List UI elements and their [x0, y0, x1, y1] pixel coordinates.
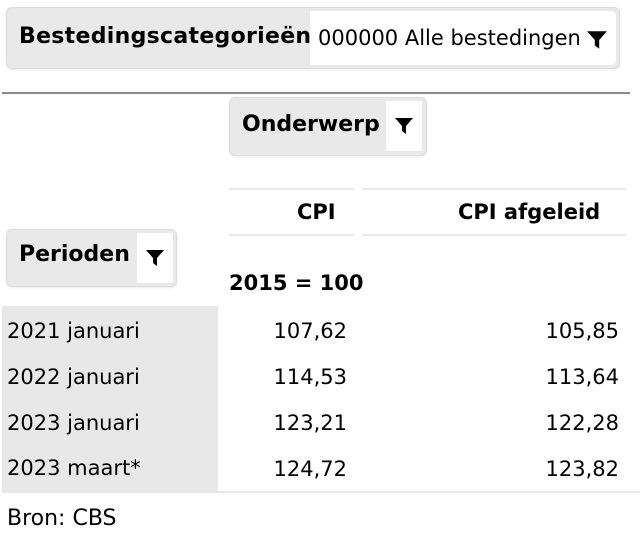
- cell-cpi-afgeleid: 113,64: [545, 365, 619, 389]
- category-filter-value-box[interactable]: 000000 Alle bestedingen: [310, 11, 616, 65]
- filter-icon: [395, 118, 413, 134]
- cell-cpi-afgeleid: 122,28: [545, 411, 619, 435]
- row-period: 2021 januari: [7, 319, 140, 343]
- filter-icon: [146, 250, 164, 266]
- divider: [2, 92, 630, 94]
- source-note: Bron: CBS: [7, 506, 117, 531]
- cell-cpi-afgeleid: 123,82: [545, 457, 619, 481]
- unit-label: 2015 = 100: [229, 271, 364, 295]
- periods-filter[interactable]: Perioden: [6, 229, 177, 287]
- periods-filter-label: Perioden: [19, 242, 130, 267]
- table-bottom-border: [2, 491, 640, 493]
- category-filter-value: 000000 Alle bestedingen: [318, 26, 581, 50]
- category-filter-label: Bestedingscategorieën: [19, 24, 312, 49]
- cell-cpi: 107,62: [273, 319, 347, 343]
- column-header-label: CPI: [297, 200, 336, 224]
- row-period: 2023 maart*: [7, 456, 141, 480]
- cell-cpi: 123,21: [273, 411, 347, 435]
- table-row: 2023 januari 123,21 122,28: [0, 398, 642, 444]
- table-row: 2021 januari 107,62 105,85: [0, 306, 642, 352]
- row-period: 2022 januari: [7, 365, 140, 389]
- table-row: 2023 maart* 124,72 123,82: [0, 444, 642, 490]
- table-row: 2022 januari 114,53 113,64: [0, 352, 642, 398]
- cell-cpi-afgeleid: 105,85: [545, 319, 619, 343]
- subject-filter[interactable]: Onderwerp: [229, 97, 427, 156]
- row-header-column: [2, 306, 218, 492]
- filter-icon[interactable]: [586, 29, 608, 55]
- subject-filter-label: Onderwerp: [242, 112, 380, 137]
- column-header-cpi: CPI: [229, 188, 354, 236]
- column-header-label: CPI afgeleid: [458, 200, 601, 224]
- periods-filter-button[interactable]: [137, 233, 173, 283]
- cell-cpi: 124,72: [273, 457, 347, 481]
- subject-filter-button[interactable]: [386, 101, 422, 151]
- cell-cpi: 114,53: [273, 365, 347, 389]
- column-header-cpi-afgeleid: CPI afgeleid: [362, 188, 626, 236]
- category-filter[interactable]: Bestedingscategorieën 000000 Alle bested…: [6, 7, 620, 69]
- row-period: 2023 januari: [7, 411, 140, 435]
